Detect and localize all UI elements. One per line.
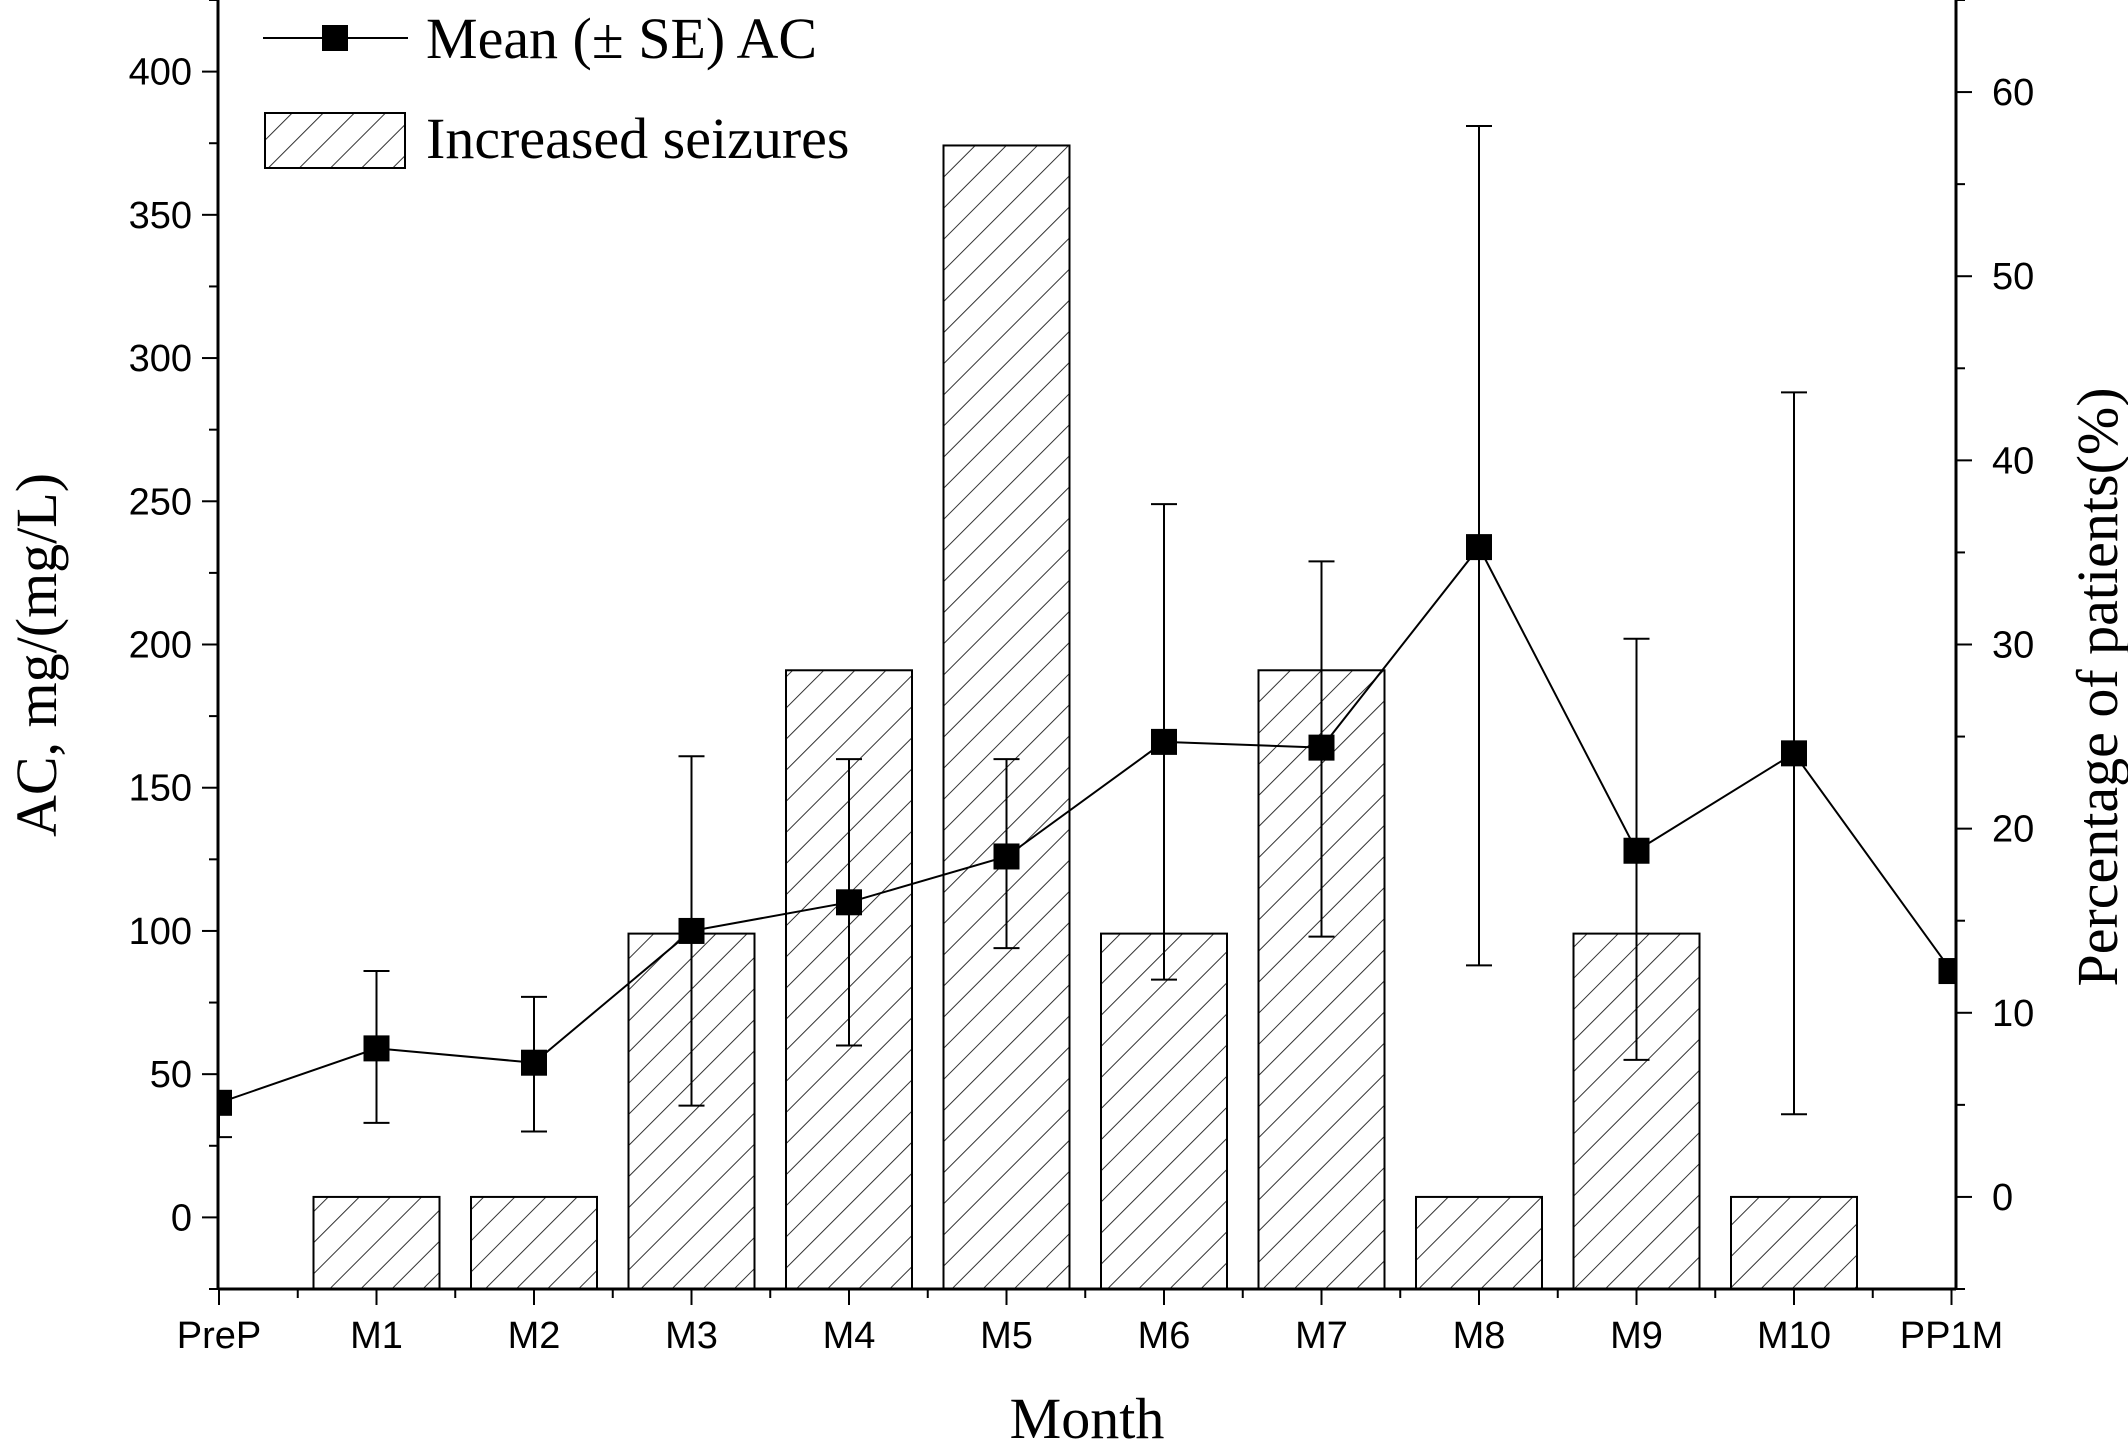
left-tick-label: 50 <box>150 1054 192 1096</box>
right-tick-label: 60 <box>1992 72 2034 114</box>
right-axis-title: Percentage of patients(%) <box>2065 387 2128 986</box>
mean-ac-marker-M7 <box>1308 734 1335 761</box>
line-series <box>218 125 1956 1139</box>
x-tick-label-M9: M9 <box>1610 1315 1663 1357</box>
legend-line-label: Mean (± SE) AC <box>426 6 817 71</box>
x-tick-label-M1: M1 <box>350 1315 403 1357</box>
left-tick-label: 150 <box>129 768 192 810</box>
x-tick-label-M6: M6 <box>1138 1315 1191 1357</box>
right-tick-label: 30 <box>1992 625 2034 667</box>
left-tick-label: 250 <box>129 481 192 523</box>
legend: Mean (± SE) AC Increased seizures <box>263 6 849 171</box>
mean-ac-marker-M8 <box>1466 534 1492 561</box>
mean-ac-marker-PreP <box>218 1089 232 1116</box>
bar-M1 <box>312 1195 441 1291</box>
right-axis-ticks: 0 10 20 30 40 50 60 <box>1956 0 2034 1290</box>
mean-ac-marker-M5 <box>993 843 1020 870</box>
mean-ac-marker-M6 <box>1151 728 1177 755</box>
left-tick-label: 350 <box>129 195 192 237</box>
bar-M2 <box>470 1195 598 1291</box>
right-tick-label: 20 <box>1992 809 2034 851</box>
mean-ac-marker-PP1M <box>1938 958 1956 985</box>
right-tick-label: 40 <box>1992 440 2034 482</box>
x-tick-label-PreP: PreP <box>177 1315 261 1357</box>
bar-M6 <box>1100 932 1228 1291</box>
mean-ac-marker-M3 <box>678 917 705 944</box>
left-tick-label: 0 <box>171 1197 192 1239</box>
bar-M10 <box>1730 1195 1858 1291</box>
x-tick-label-M10: M10 <box>1757 1315 1831 1357</box>
left-tick-label: 400 <box>129 52 192 94</box>
legend-hatch-swatch <box>264 112 406 169</box>
x-tick-label-PP1M: PP1M <box>1900 1315 2003 1357</box>
left-tick-label: 300 <box>129 338 192 380</box>
left-axis-title: AC, mg/(mg/L) <box>4 473 69 837</box>
x-axis-title: Month <box>1010 1386 1165 1444</box>
right-tick-label: 10 <box>1992 993 2034 1035</box>
bar-M8 <box>1415 1195 1543 1291</box>
bar-M5 <box>942 144 1071 1290</box>
mean-ac-marker-M4 <box>836 889 862 916</box>
x-axis-ticks: PreP M1 M2 M3 M4 M5 M6 M7 M8 M9 M10 PP1M <box>177 1289 2003 1357</box>
left-tick-label: 100 <box>129 911 192 953</box>
x-tick-label-M2: M2 <box>508 1315 561 1357</box>
x-tick-label-M3: M3 <box>665 1315 718 1357</box>
legend-square-marker <box>322 25 348 51</box>
right-tick-label: 0 <box>1992 1177 2013 1219</box>
x-tick-label-M7: M7 <box>1295 1315 1348 1357</box>
left-axis-ticks: 0 50 100 150 200 250 300 350 400 <box>129 0 218 1290</box>
mean-ac-line <box>218 545 1953 1104</box>
mean-ac-marker-M1 <box>363 1035 390 1062</box>
mean-ac-marker-M10 <box>1781 740 1807 767</box>
legend-bar-label: Increased seizures <box>426 106 849 171</box>
x-tick-label-M5: M5 <box>980 1315 1033 1357</box>
bar-series <box>312 144 1858 1291</box>
right-tick-label: 50 <box>1992 256 2034 298</box>
mean-ac-marker-M2 <box>521 1049 547 1076</box>
mean-ac-marker-M9 <box>1623 837 1650 864</box>
left-tick-label: 200 <box>129 625 192 667</box>
x-tick-label-M4: M4 <box>823 1315 876 1357</box>
x-tick-label-M8: M8 <box>1453 1315 1506 1357</box>
